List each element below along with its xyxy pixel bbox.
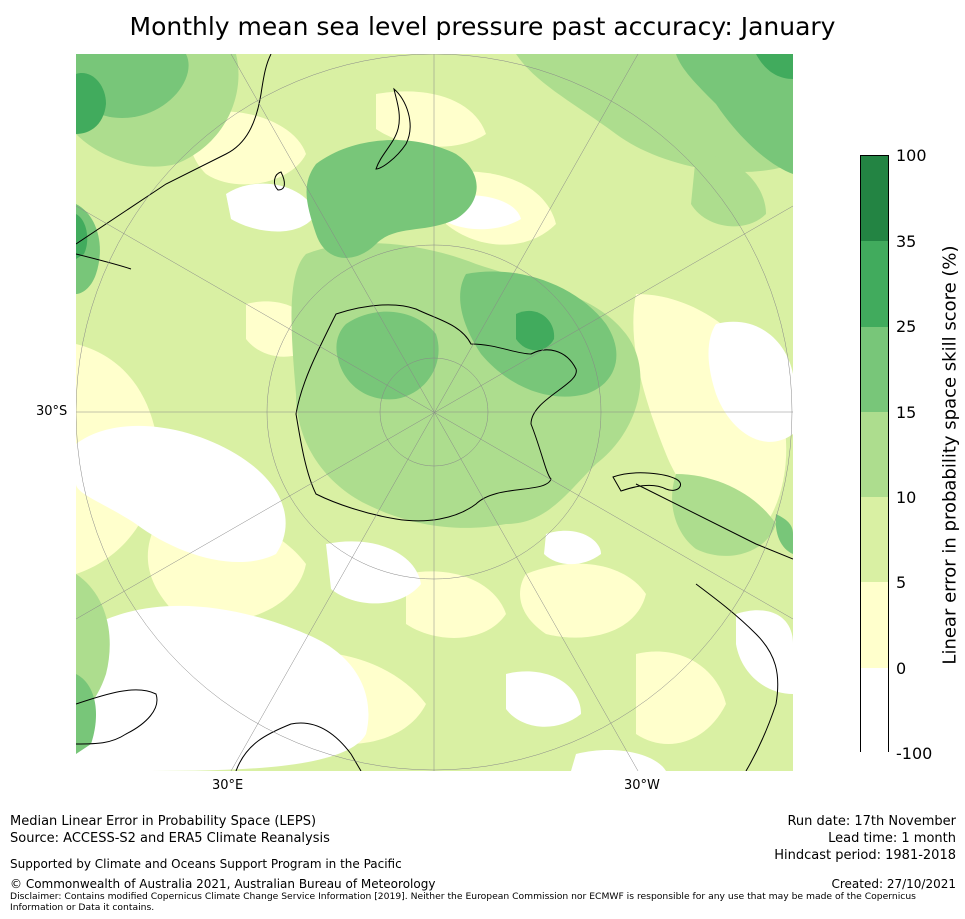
- south-america: [695, 583, 779, 771]
- skill-25-35-regions: [76, 54, 793, 351]
- colorbar-segment-35-100: [861, 156, 888, 241]
- coastlines: [76, 54, 793, 771]
- footer-support: Supported by Climate and Oceans Support …: [10, 857, 402, 871]
- footer-copyright: © Commonwealth of Australia 2021, Austra…: [10, 877, 436, 891]
- colorbar-tick: 25: [896, 317, 917, 336]
- australia-coast: [76, 54, 272, 245]
- longitude-label-east: 30°E: [212, 778, 244, 793]
- polar-map[interactable]: [76, 54, 793, 771]
- skill-negative-regions: [76, 183, 793, 771]
- colorbar-segment-0-5: [861, 582, 888, 668]
- colorbar-segment-5-10: [861, 497, 888, 582]
- colorbar-tick: -100: [896, 744, 933, 763]
- colorbar-tick: 0: [896, 659, 907, 678]
- colorbar-segment-15-25: [861, 327, 888, 412]
- africa: [76, 689, 158, 745]
- colorbar: [860, 155, 889, 753]
- tasmania: [273, 171, 285, 191]
- colorbar-segment-10-15: [861, 412, 888, 497]
- footer-disclaimer: Disclaimer: Contains modified Copernicus…: [10, 891, 916, 913]
- antarctica: [295, 304, 577, 522]
- new-zealand: [375, 87, 411, 170]
- madagascar-region: [235, 722, 362, 771]
- map-title: Monthly mean sea level pressure past acc…: [129, 12, 836, 41]
- hindcast-period: Hindcast period: 1981-2018: [774, 848, 956, 863]
- colorbar-tick: 15: [896, 403, 917, 422]
- graticule: [76, 54, 793, 771]
- footer-leps: Median Linear Error in Probability Space…: [10, 814, 317, 829]
- colorbar-tick: 100: [896, 146, 927, 165]
- colorbar-tick: 10: [896, 488, 917, 507]
- longitude-label-west: 30°W: [624, 778, 660, 793]
- colorbar-tick: 35: [896, 232, 917, 251]
- run-date: Run date: 17th November: [787, 814, 956, 829]
- falklands-area: [612, 472, 681, 492]
- latitude-label: 30°S: [36, 404, 68, 419]
- colorbar-segment-neg: [861, 668, 888, 753]
- footer-source: Source: ACCESS-S2 and ERA5 Climate Reana…: [10, 831, 330, 846]
- lead-time: Lead time: 1 month: [828, 831, 956, 846]
- colorbar-segment-25-35: [861, 241, 888, 327]
- colorbar-label: Linear error in probability space skill …: [939, 245, 961, 665]
- created-date: Created: 27/10/2021: [831, 877, 956, 891]
- colorbar-tick: 5: [896, 573, 907, 592]
